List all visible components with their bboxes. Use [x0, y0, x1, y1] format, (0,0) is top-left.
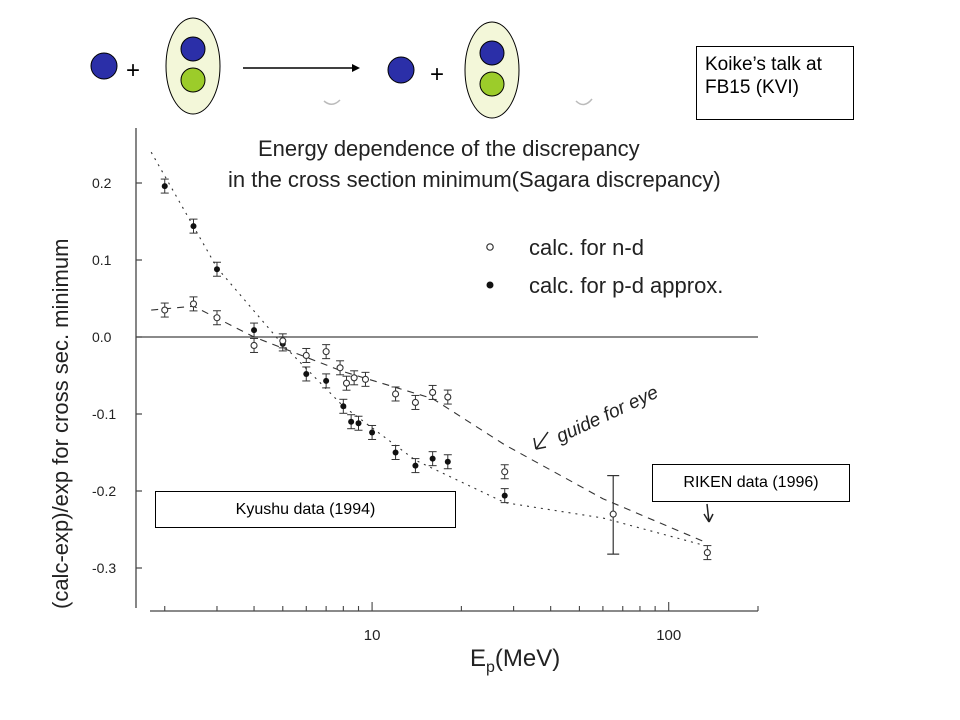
- riken-data-label: RIKEN data (1996): [652, 464, 850, 502]
- reaction-diagram: + +: [90, 17, 520, 119]
- scan-artifact: [323, 99, 341, 105]
- nd-data-point: [279, 337, 287, 345]
- pd-data-point: [161, 183, 168, 190]
- y-tick-labels: 0.2 0.1 0.0 -0.1 -0.2 -0.3: [92, 175, 116, 576]
- pd-data-point: [429, 455, 436, 462]
- nd-data-point: [350, 374, 358, 382]
- nd-data-point: [189, 300, 198, 308]
- nd-data-point: [336, 364, 344, 372]
- data-points: [160, 178, 712, 561]
- pd-data-point: [323, 377, 330, 384]
- legend: calc. for n-d calc. for p-d approx.: [486, 235, 723, 298]
- koike-note-box: Koike’s talk at FB15 (KVI): [696, 46, 854, 120]
- pd-data-point: [251, 327, 258, 334]
- nd-data-point: [302, 351, 310, 360]
- axes: [135, 128, 759, 612]
- y-tick-label: 0.1: [92, 252, 112, 268]
- reaction-plus-right: +: [430, 61, 444, 88]
- riken-data-text: RIKEN data (1996): [683, 474, 819, 491]
- pd-data-point: [355, 420, 362, 427]
- pd-data-point: [303, 370, 310, 377]
- chart-title: Energy dependence of the discrepancy: [258, 136, 640, 161]
- riken-arrow: [703, 503, 714, 523]
- guide-curve: [150, 151, 703, 546]
- scan-artifact: [575, 98, 593, 106]
- y-tick-label: -0.1: [92, 406, 116, 422]
- kyushu-data-text: Kyushu data (1994): [235, 501, 376, 518]
- pd-data-point: [412, 462, 419, 469]
- deuteron-neutron-circle-left: [180, 67, 206, 93]
- handwritten-note: guide for eye: [553, 382, 661, 447]
- y-tick-label: -0.3: [92, 560, 116, 576]
- nd-data-point: [161, 306, 169, 314]
- x-axis-label-main: E: [470, 645, 486, 672]
- kyushu-data-label: Kyushu data (1994): [155, 491, 456, 528]
- x-tick-label: 100: [656, 627, 681, 644]
- legend-filled-marker: [486, 281, 494, 289]
- proton-circle-right: [387, 56, 415, 84]
- pd-data-point: [444, 458, 451, 465]
- pd-data-point: [369, 429, 376, 436]
- nd-data-point: [444, 393, 452, 401]
- y-tick-label: 0.0: [92, 329, 112, 345]
- pd-data-point: [190, 223, 197, 230]
- nd-data-point: [429, 388, 437, 396]
- annotation-arrow: [533, 431, 549, 450]
- nd-data-point: [322, 348, 330, 356]
- x-axis-label-unit: (MeV): [495, 645, 560, 672]
- deuteron-proton-circle-right: [479, 40, 505, 66]
- nd-data-point: [609, 510, 617, 518]
- nd-data-point: [342, 379, 351, 387]
- y-axis-label: (calc-exp)/exp for cross sec. minimum: [48, 239, 73, 609]
- reaction-plus-left: +: [126, 57, 140, 84]
- deuteron-ellipse-right: [464, 21, 520, 119]
- x-axis-label: Ep(MeV): [470, 645, 560, 676]
- nd-data-point: [250, 341, 258, 350]
- guide-curve: [151, 305, 703, 542]
- deuteron-neutron-circle-right: [479, 71, 505, 97]
- koike-note-text: Koike’s talk at FB15 (KVI): [705, 54, 822, 98]
- nd-data-point: [703, 549, 711, 557]
- pd-data-point: [340, 403, 347, 410]
- legend-label-nd: calc. for n-d: [529, 235, 644, 260]
- pd-data-point: [348, 418, 355, 425]
- y-tick-label: -0.2: [92, 483, 116, 499]
- nd-data-point: [213, 314, 221, 322]
- legend-label-pd: calc. for p-d approx.: [529, 273, 723, 298]
- pd-data-point: [213, 266, 220, 273]
- nd-data-point: [411, 398, 419, 407]
- x-tick-labels: 10 100: [364, 627, 681, 644]
- pd-data-point: [501, 492, 508, 499]
- deuteron-ellipse-left: [165, 17, 221, 115]
- chart-subtitle: in the cross section minimum(Sagara disc…: [228, 167, 721, 192]
- nd-data-point: [392, 390, 400, 398]
- pd-data-point: [392, 449, 399, 456]
- reaction-arrow-head: [352, 64, 360, 72]
- x-tick-label: 10: [364, 627, 381, 644]
- nd-data-point: [361, 375, 370, 383]
- x-axis-label-subscript: p: [486, 659, 495, 676]
- deuteron-proton-circle-left: [180, 36, 206, 62]
- proton-circle-left: [90, 52, 118, 80]
- legend-open-marker: [486, 243, 494, 251]
- nd-data-point: [501, 468, 509, 476]
- y-tick-label: 0.2: [92, 175, 112, 191]
